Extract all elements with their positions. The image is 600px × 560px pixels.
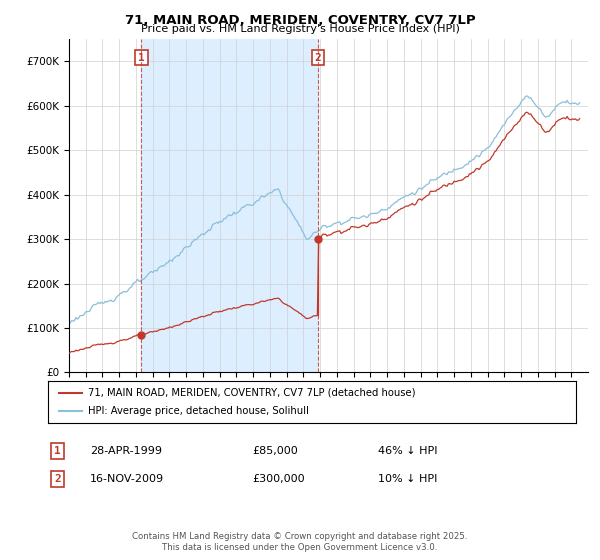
Text: 10% ↓ HPI: 10% ↓ HPI [378, 474, 437, 484]
Text: 2: 2 [315, 53, 322, 63]
Text: 71, MAIN ROAD, MERIDEN, COVENTRY, CV7 7LP (detached house): 71, MAIN ROAD, MERIDEN, COVENTRY, CV7 7L… [88, 388, 415, 398]
Text: Contains HM Land Registry data © Crown copyright and database right 2025.
This d: Contains HM Land Registry data © Crown c… [132, 532, 468, 552]
Text: Price paid vs. HM Land Registry's House Price Index (HPI): Price paid vs. HM Land Registry's House … [140, 24, 460, 34]
Text: 28-APR-1999: 28-APR-1999 [90, 446, 162, 456]
Text: 2: 2 [54, 474, 61, 484]
Text: £85,000: £85,000 [252, 446, 298, 456]
Text: 1: 1 [138, 53, 145, 63]
Bar [142, 39, 318, 372]
Text: HPI: Average price, detached house, Solihull: HPI: Average price, detached house, Soli… [88, 406, 308, 416]
Text: 46% ↓ HPI: 46% ↓ HPI [378, 446, 437, 456]
Text: 1: 1 [54, 446, 61, 456]
Text: £300,000: £300,000 [252, 474, 305, 484]
Text: 71, MAIN ROAD, MERIDEN, COVENTRY, CV7 7LP: 71, MAIN ROAD, MERIDEN, COVENTRY, CV7 7L… [125, 14, 475, 27]
Text: 16-NOV-2009: 16-NOV-2009 [90, 474, 164, 484]
